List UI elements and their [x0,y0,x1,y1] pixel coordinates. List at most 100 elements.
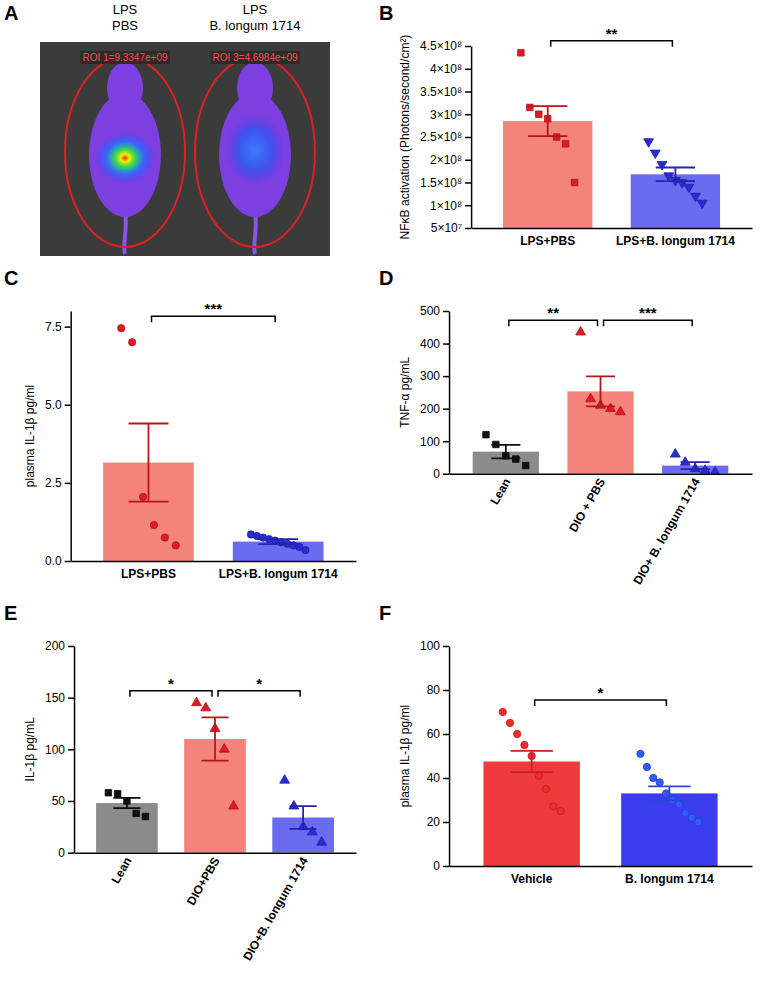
x-tick: DIO+PBS [184,855,223,908]
significance-label: * [598,684,604,701]
y-axis-title: plasma IL-1β pg/ml [23,385,37,487]
error-bar [528,106,567,136]
y-tick-label: 200 [45,639,65,653]
roi-label: ROI 3=4.6984e+09 [212,52,298,63]
data-point [553,134,559,140]
y-tick-mark [65,405,71,407]
data-point [670,449,680,458]
y-tick: 200 [420,402,449,416]
bar [503,121,592,228]
y-tick-label: 2×10⁸ [430,153,462,167]
data-point [675,801,682,808]
y-tick-mark [443,866,449,868]
y-tick: 2.5 [45,476,71,490]
x-tick-label: LPS+PBS [520,234,575,248]
x-axis-line [450,474,753,476]
group-label: LPS [113,2,138,17]
x-tick-label: Lean [487,476,513,507]
panel: 050100150200LeanDIO+PBSDIO+B. longum 171… [45,639,357,963]
error-bar [648,786,690,800]
panel-letter: B [379,2,393,24]
y-tick-label: 0.0 [45,554,62,568]
y-tick-mark [465,182,471,184]
y-tick-label: 5.0 [45,398,62,412]
data-point [680,457,690,466]
marks [503,50,720,228]
roi-outline [65,57,185,247]
y-tick: 100 [420,435,449,449]
data-point [557,807,564,814]
y-tick: 20 [427,815,449,829]
y-tick-label: 40 [427,771,441,785]
y-tick-mark [443,376,449,378]
significance-label: ** [547,304,559,321]
y-tick: 500 [420,304,449,318]
data-point [161,534,168,541]
x-axis: Lean DIO+PBS DIO+B. longum 1714 [75,853,357,963]
label-patch [210,51,300,64]
marks [103,325,323,561]
x-tick: DIO + PBS [566,476,608,535]
x-tick: LPS+B. longum 1714 [219,567,338,581]
data-point [307,826,317,835]
y-tick-mark [465,137,471,139]
y-tick-mark [65,483,71,485]
y-tick-label: 7.5 [45,320,62,334]
data-point [536,111,542,117]
panel-letter: E [4,602,17,624]
y-tick: 1×10⁸ [430,199,471,213]
group-label: LPS [243,2,268,17]
y-tick-mark [443,690,449,692]
y-tick: 60 [427,727,449,741]
y-tick: 200 [45,639,74,653]
y-tick: 4.5×10⁸ [420,39,471,53]
data-point [684,184,694,193]
panel-letter: A [4,2,18,24]
y-tick-mark [68,697,74,699]
x-tick: DIO+ B. longum 1714 [631,476,703,588]
x-axis-line [472,228,753,230]
y-axis-title: plasma IL-1β pg/ml [398,705,412,807]
x-tick: LPS+PBS [520,234,575,248]
y-tick-mark [443,734,449,736]
y-tick-label: 3×10⁸ [430,108,462,122]
x-tick-label: DIO+ B. longum 1714 [631,476,703,588]
panel: 5×10⁷1×10⁸1.5×10⁸2×10⁸2.5×10⁸3×10⁸3.5×10… [420,25,753,248]
error-bar [656,167,695,181]
data-point [535,772,542,779]
y-tick-label: 100 [420,435,440,449]
data-point [682,810,689,817]
x-tick-label: DIO+B. longum 1714 [240,854,311,963]
y-tick-label: 100 [420,639,440,653]
data-point [114,791,120,797]
significance-label: ** [606,25,618,42]
data-point [280,775,290,784]
x-axis: LPS+PBSLPS+B. longum 1714 [71,562,356,581]
y-tick-label: 5×10⁷ [431,221,462,235]
panel-letter: C [4,267,18,289]
data-point [219,744,229,753]
x-tick-label: Lean [108,855,134,886]
x-tick-label: DIO+PBS [184,855,223,908]
x-axis-line [450,866,753,868]
data-point [615,406,625,415]
data-point [139,493,146,500]
error-bar [681,462,710,469]
panel: 0100200300400500LeanDIO + PBSDIO+ B. lon… [420,304,753,587]
error-bar [258,539,298,544]
data-point [302,546,309,553]
bar [483,762,579,867]
error-bar [129,424,169,502]
bioluminescence [225,114,285,186]
y-tick-label: 300 [420,369,440,383]
y-axis-line [70,312,72,562]
data-point [118,325,125,332]
data-point [229,800,239,809]
data-point [289,800,299,809]
y-tick-mark [443,474,449,476]
y-axis: 0100200300400500 [420,304,450,481]
data-point [697,200,707,209]
y-tick: 150 [45,691,74,705]
x-tick: Lean [108,855,134,886]
y-tick-mark [465,69,471,71]
